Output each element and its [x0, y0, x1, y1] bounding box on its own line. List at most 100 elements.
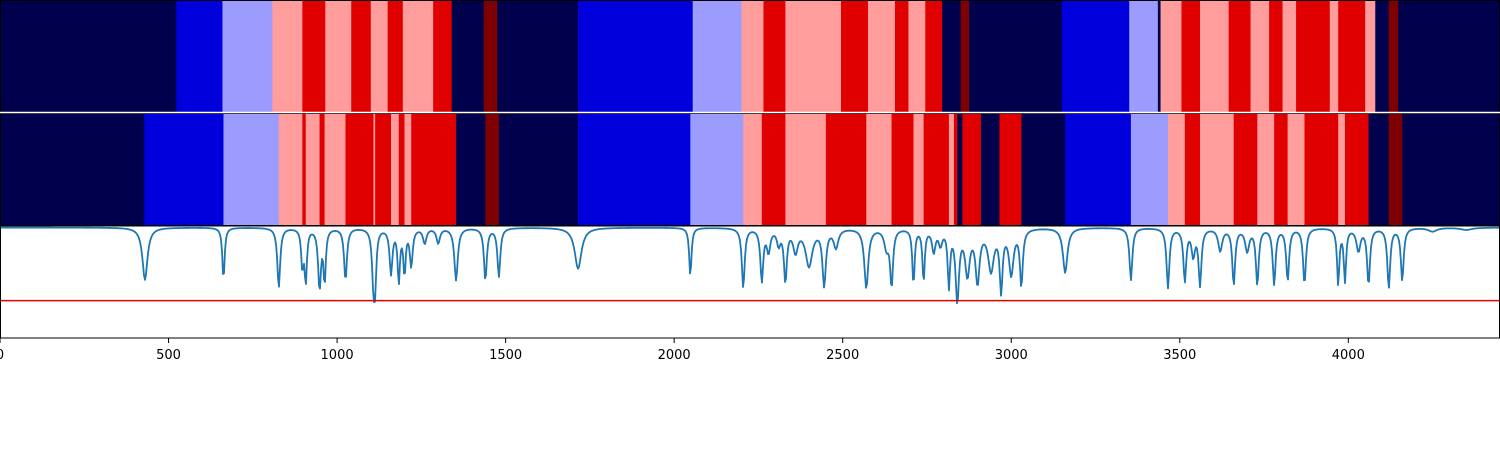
heatmap-2-segment — [743, 113, 763, 225]
heatmap-2-segment — [761, 113, 786, 225]
heatmap-1-segment — [969, 0, 1063, 112]
heatmap-1-segment — [325, 0, 352, 112]
heatmap-1-segment — [1160, 0, 1182, 112]
heatmap-2-segment — [962, 113, 982, 225]
heatmap-2-segment — [578, 113, 691, 225]
heatmap-1-segment — [1338, 0, 1366, 112]
heatmap-2-segment — [953, 113, 958, 225]
heatmap-1-segment — [1398, 0, 1500, 112]
heatmap-2-segment — [305, 113, 320, 225]
heatmap-2-segment — [1021, 113, 1066, 225]
heatmap-1-segment — [867, 0, 896, 112]
x-tick-label: 2000 — [658, 348, 691, 363]
heatmap-2-segment — [345, 113, 374, 225]
heatmap-1-segment — [1329, 0, 1339, 112]
heatmap-2-segment — [1130, 113, 1169, 225]
heatmap-2-segment — [498, 113, 579, 225]
series-line — [0, 226, 1500, 305]
heatmap-1-segment — [1129, 0, 1159, 112]
heatmap-2-segment — [1233, 113, 1258, 225]
heatmap-1-segment — [1200, 0, 1229, 112]
heatmap-1-segment — [433, 0, 452, 112]
x-tick-label: 1500 — [489, 348, 522, 363]
x-tick-label: 0 — [0, 348, 4, 363]
heatmap-2-segment — [375, 113, 392, 225]
heatmap-1-segment — [387, 0, 404, 112]
heatmap-2-segment — [913, 113, 924, 225]
heatmap-1-segment — [785, 0, 842, 112]
heatmap-1-segment — [1269, 0, 1283, 112]
x-tick-label: 2500 — [826, 348, 859, 363]
heatmap-2-segment — [144, 113, 224, 225]
heatmap-1-segment — [402, 0, 434, 112]
heatmap-1-segment — [894, 0, 909, 112]
line-panel — [0, 225, 1500, 338]
heatmap-2-segment — [1167, 113, 1186, 225]
x-tick-label: 3500 — [1163, 348, 1196, 363]
x-tick-label: 4000 — [1332, 348, 1365, 363]
heatmap-1-segment — [222, 0, 273, 112]
heatmap-panel-2 — [0, 113, 1500, 225]
heatmap-2-segment — [948, 113, 955, 225]
heatmap-panel-1 — [0, 0, 1500, 112]
heatmap-2-segment — [957, 113, 963, 225]
heatmap-2-segment — [866, 113, 892, 225]
heatmap-1-segment — [741, 0, 764, 112]
heatmap-2-segment — [398, 113, 405, 225]
heatmap-2-segment — [1184, 113, 1201, 225]
heatmap-2-segment — [1388, 113, 1403, 225]
heatmap-1-segment — [841, 0, 869, 112]
heatmap-1-segment — [1061, 0, 1130, 112]
x-axis: 0 500 1000 1500 2000 2500 3000 3500 4000 — [0, 338, 1365, 363]
heatmap-2-segment — [0, 113, 145, 225]
heatmap-1-segment — [925, 0, 943, 112]
heatmap-2-segment — [891, 113, 914, 225]
heatmap-1-segment — [497, 0, 579, 112]
heatmap-2-segment — [324, 113, 346, 225]
heatmap-2-segment — [1368, 113, 1390, 225]
heatmap-1-segment — [1181, 0, 1201, 112]
heatmap-1-segment — [763, 0, 786, 112]
heatmap-2-segment — [825, 113, 867, 225]
heatmap-1-segment — [908, 0, 926, 112]
heatmap-2-segment — [1338, 113, 1346, 225]
heatmap-1-segment — [1375, 0, 1390, 112]
heatmap-1-segment — [1296, 0, 1331, 112]
heatmap-1-segment — [0, 0, 177, 112]
heatmap-2-segment — [404, 113, 412, 225]
heatmap-1-segment — [1388, 0, 1399, 112]
heatmap-1-segment — [942, 0, 961, 112]
heatmap-1-segment — [272, 0, 303, 112]
heatmap-1-segment — [370, 0, 388, 112]
heatmap-2-segment — [319, 113, 325, 225]
heatmap-2-segment — [1065, 113, 1132, 225]
heatmap-2-segment — [999, 113, 1022, 225]
heatmap-2-segment — [391, 113, 400, 225]
heatmap-2-segment — [923, 113, 950, 225]
heatmap-2-segment — [1200, 113, 1235, 225]
heatmap-2-segment — [1304, 113, 1339, 225]
heatmap-1-segment — [1282, 0, 1297, 112]
heatmap-2-segment — [411, 113, 457, 225]
heatmap-2-segment — [302, 113, 307, 225]
heatmap-2-segment — [690, 113, 744, 225]
heatmap-2-segment — [785, 113, 827, 225]
x-tick-label: 500 — [156, 348, 181, 363]
heatmap-2-segment — [1344, 113, 1369, 225]
heatmap-2-segment — [980, 113, 1000, 225]
heatmap-1-segment — [302, 0, 326, 112]
heatmap-2-segment — [373, 113, 376, 225]
heatmap-1-segment — [692, 0, 742, 112]
heatmap-2-segment — [1402, 113, 1500, 225]
heatmap-1-segment — [1157, 0, 1161, 112]
heatmap-1-segment — [351, 0, 372, 112]
heatmap-1-segment — [1228, 0, 1251, 112]
heatmap-1-segment — [176, 0, 223, 112]
heatmap-1-segment — [578, 0, 693, 112]
heatmap-2-segment — [1257, 113, 1275, 225]
heatmap-2-segment — [485, 113, 500, 225]
heatmap-1-segment — [483, 0, 498, 112]
heatmap-2-segment — [223, 113, 280, 225]
x-tick-label: 1000 — [321, 348, 354, 363]
